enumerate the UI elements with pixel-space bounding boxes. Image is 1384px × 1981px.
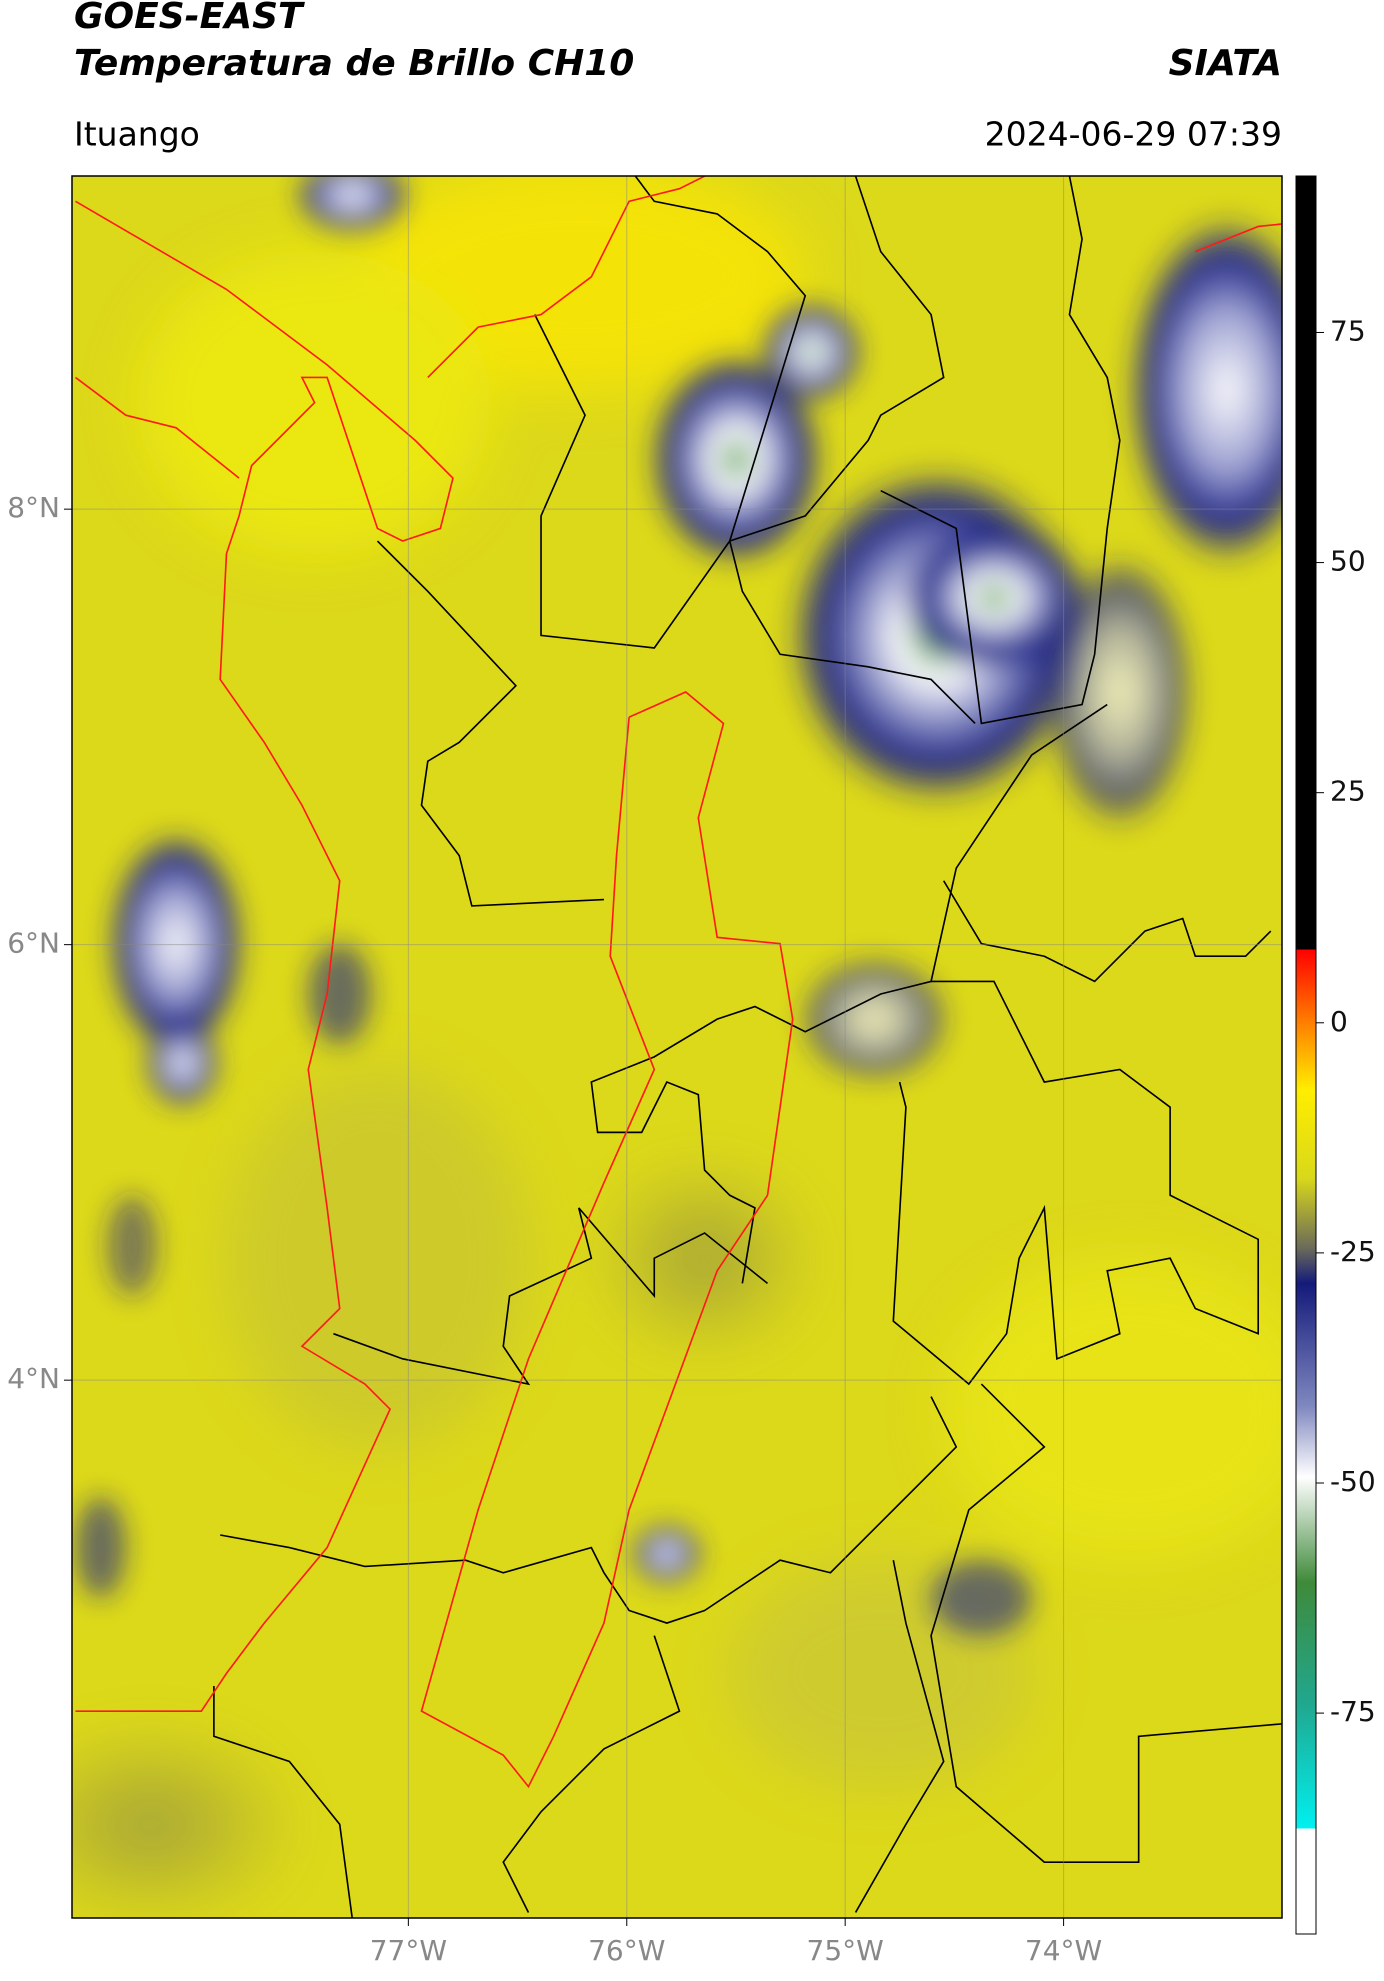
lat-tick-label: 6°N [7,927,60,960]
satellite-image [72,176,1282,1918]
lon-tick-label: 77°W [370,1934,447,1967]
lat-tick-label: 4°N [7,1362,60,1395]
colorbar-tick-label: 0 [1330,1005,1348,1038]
colorbar [1295,175,1317,1935]
location: Ituango [74,115,200,154]
colorbar-tick-label: -50 [1330,1465,1376,1498]
subtitle: Temperatura de Brillo CH10 [74,43,634,84]
title: GOES-EAST [74,0,305,37]
source: SIATA [1169,43,1282,84]
lat-tick-label: 8°N [7,491,60,524]
lon-tick-label: 76°W [588,1934,665,1967]
colorbar-tick-label: 50 [1330,545,1366,578]
timestamp: 2024-06-29 07:39 [985,115,1282,154]
colorbar-tick-label: 75 [1330,314,1366,347]
colorbar-tick-label: -75 [1330,1695,1376,1728]
colorbar-tick-label: 25 [1330,775,1366,808]
lon-tick-label: 75°W [807,1934,884,1967]
colorbar-tick-label: -25 [1330,1235,1376,1268]
lon-tick-label: 74°W [1025,1934,1102,1967]
map-frame [71,175,1283,1919]
